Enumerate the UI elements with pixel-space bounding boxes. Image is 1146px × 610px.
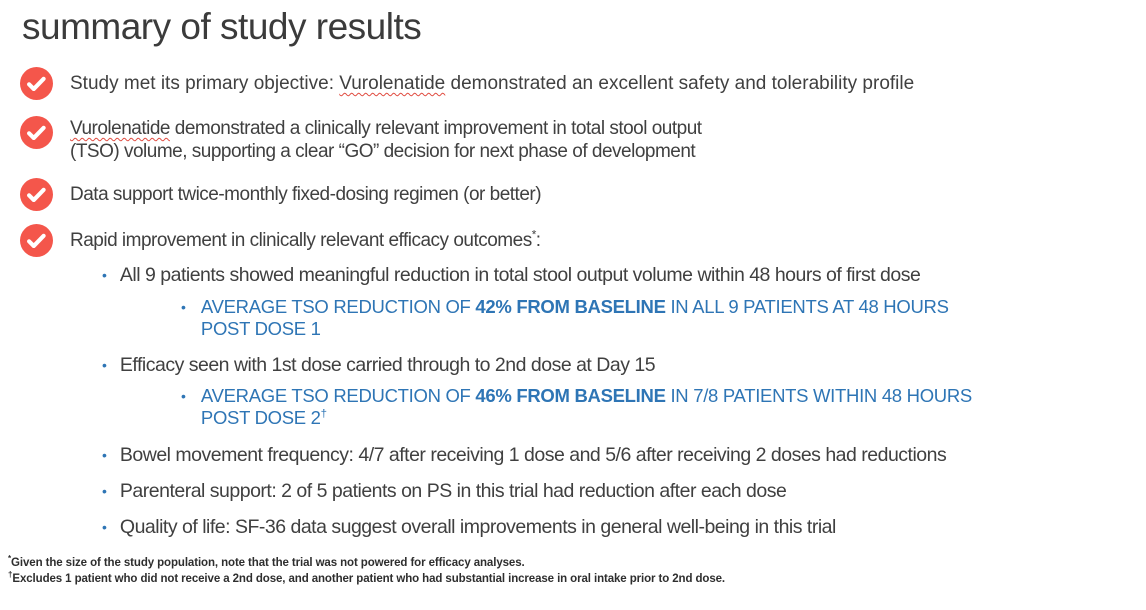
detail-1-bold-stat: 42% FROM BASELINE xyxy=(475,296,666,317)
bullet-dot-icon: • xyxy=(102,267,107,283)
footnotes: *Given the size of the study population,… xyxy=(8,554,726,588)
detail-2-bold-stat: 46% FROM BASELINE xyxy=(475,385,666,406)
bullet-row-2: Vurolenatide demonstrated a clinically r… xyxy=(20,116,702,163)
bullet-4-main: Rapid improvement in clinically relevant… xyxy=(70,230,532,251)
checkmark-circle-icon xyxy=(20,67,53,100)
detail-1-line2: POST DOSE 1 xyxy=(200,318,321,339)
sub-bullet-row-3: • Bowel movement frequency: 4/7 after re… xyxy=(102,444,947,467)
bullet-1-misspelled-word: Vurolenatide xyxy=(339,73,446,94)
bullet-4-text: Rapid improvement in clinically relevant… xyxy=(70,224,541,252)
bullet-2-line1: Vurolenatide demonstrated a clinically r… xyxy=(70,117,702,140)
sub-bullet-row-4: • Parenteral support: 2 of 5 patients on… xyxy=(102,480,787,503)
detail-1-line1: AVERAGE TSO REDUCTION OF 42% FROM BASELI… xyxy=(201,296,949,318)
bullet-4-colon: : xyxy=(535,230,541,251)
detail-1-post: IN ALL 9 PATIENTS AT 48 HOURS xyxy=(665,296,949,317)
bullet-2-line1-rest: demonstrated a clinically relevant impro… xyxy=(169,118,702,139)
footnote-1-text: Given the size of the study population, … xyxy=(11,557,525,569)
sub-bullet-row-2: • Efficacy seen with 1st dose carried th… xyxy=(102,354,656,377)
sub-bullet-row-1: • All 9 patients showed meaningful reduc… xyxy=(102,264,921,287)
detail-2-post: IN 7/8 PATIENTS WITHIN 48 HOURS xyxy=(665,385,972,406)
bullet-row-1: Study met its primary objective: Vurolen… xyxy=(20,67,914,100)
footnote-1: *Given the size of the study population,… xyxy=(8,554,725,572)
bullet-dot-icon: • xyxy=(102,447,107,463)
detail-2-text: AVERAGE TSO REDUCTION OF 46% FROM BASELI… xyxy=(201,385,972,429)
sub-bullet-4-text: Parenteral support: 2 of 5 patients on P… xyxy=(119,480,787,502)
bullet-1-post: demonstrated an excellent safety and tol… xyxy=(445,73,915,94)
sub-bullet-1-text: All 9 patients showed meaningful reducti… xyxy=(119,264,921,286)
sub-bullet-5-text: Quality of life: SF-36 data suggest over… xyxy=(119,516,836,538)
asterisk-superscript: * xyxy=(531,228,537,242)
bullet-dot-icon: • xyxy=(181,388,186,404)
footnote-2-marker: † xyxy=(8,569,13,579)
detail-2-line2: POST DOSE 2† xyxy=(201,407,972,429)
slide-title: summary of study results xyxy=(22,6,422,47)
sub-bullet-row-5: • Quality of life: SF-36 data suggest ov… xyxy=(102,516,836,539)
detail-bullet-row-2: • AVERAGE TSO REDUCTION OF 46% FROM BASE… xyxy=(181,385,972,429)
bullet-3-text: Data support twice-monthly fixed-dosing … xyxy=(70,184,542,205)
detail-2-line2-text: POST DOSE 2 xyxy=(200,407,321,428)
bullet-2-line2: (TSO) volume, supporting a clear “GO” de… xyxy=(70,141,696,162)
dagger-superscript: † xyxy=(320,407,327,420)
bullet-dot-icon: • xyxy=(181,299,186,315)
footnote-2: †Excludes 1 patient who did not receive … xyxy=(8,569,726,588)
footnote-2-text: Excludes 1 patient who did not receive a… xyxy=(12,572,726,585)
bullet-dot-icon: • xyxy=(102,357,107,373)
bullet-2-misspelled-word: Vurolenatide xyxy=(70,118,170,139)
bullet-1-pre: Study met its primary objective: xyxy=(70,73,340,94)
detail-2-line1: AVERAGE TSO REDUCTION OF 46% FROM BASELI… xyxy=(201,385,972,407)
checkmark-circle-icon xyxy=(20,116,53,149)
detail-1-text: AVERAGE TSO REDUCTION OF 42% FROM BASELI… xyxy=(201,296,949,340)
bullet-1-text: Study met its primary objective: Vurolen… xyxy=(70,67,914,95)
bullet-row-3: Data support twice-monthly fixed-dosing … xyxy=(20,178,542,211)
checkmark-circle-icon xyxy=(20,224,53,257)
detail-1-pre: AVERAGE TSO REDUCTION OF xyxy=(200,296,476,317)
bullet-2-text: Vurolenatide demonstrated a clinically r… xyxy=(70,116,702,163)
detail-2-pre: AVERAGE TSO REDUCTION OF xyxy=(200,385,476,406)
sub-bullet-2-text: Efficacy seen with 1st dose carried thro… xyxy=(119,354,656,376)
bullet-dot-icon: • xyxy=(102,519,107,535)
footnote-1-marker: * xyxy=(8,554,12,564)
detail-bullet-row-1: • AVERAGE TSO REDUCTION OF 42% FROM BASE… xyxy=(181,296,949,340)
sub-bullet-3-text: Bowel movement frequency: 4/7 after rece… xyxy=(119,444,947,466)
checkmark-circle-icon xyxy=(20,178,53,211)
bullet-row-4: Rapid improvement in clinically relevant… xyxy=(20,224,541,257)
bullet-dot-icon: • xyxy=(102,483,107,499)
